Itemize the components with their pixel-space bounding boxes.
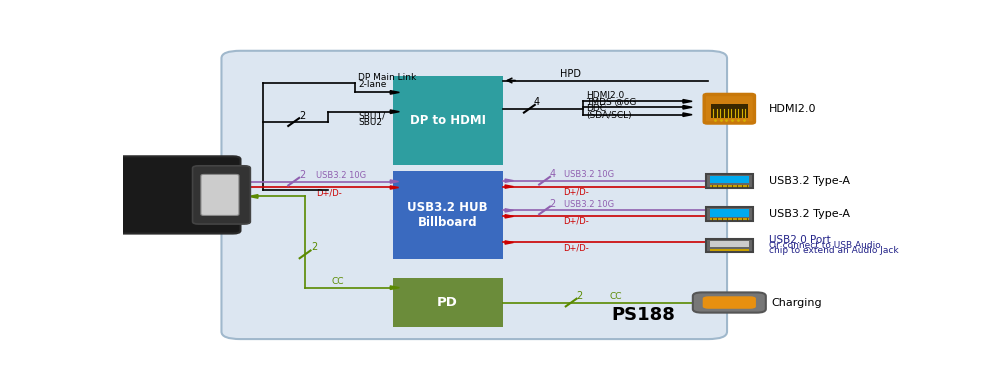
Text: 2: 2 bbox=[311, 242, 318, 252]
Text: USB3.2 10G: USB3.2 10G bbox=[317, 171, 367, 180]
Polygon shape bbox=[234, 186, 242, 189]
Polygon shape bbox=[705, 241, 714, 244]
FancyBboxPatch shape bbox=[704, 95, 754, 123]
Polygon shape bbox=[705, 179, 714, 182]
Polygon shape bbox=[235, 189, 244, 192]
Text: chip to extend an Audio Jack: chip to extend an Audio Jack bbox=[769, 246, 899, 255]
Text: DP to HDMI: DP to HDMI bbox=[410, 114, 486, 127]
Text: USB3.2 Type-A: USB3.2 Type-A bbox=[769, 176, 850, 186]
Text: 2: 2 bbox=[299, 111, 305, 121]
Polygon shape bbox=[705, 185, 714, 188]
Text: Or connect to USB Audio: Or connect to USB Audio bbox=[769, 241, 881, 250]
Text: HPD: HPD bbox=[560, 69, 581, 79]
FancyBboxPatch shape bbox=[705, 207, 752, 222]
FancyBboxPatch shape bbox=[392, 278, 503, 327]
FancyBboxPatch shape bbox=[709, 209, 749, 217]
Text: D+/D-: D+/D- bbox=[317, 188, 342, 197]
Text: 2: 2 bbox=[577, 291, 583, 301]
Text: D+/D-: D+/D- bbox=[563, 243, 590, 252]
Text: USB3.2 HUB
Billboard: USB3.2 HUB Billboard bbox=[407, 201, 488, 229]
FancyBboxPatch shape bbox=[705, 174, 752, 188]
Text: CC: CC bbox=[609, 292, 622, 301]
Polygon shape bbox=[705, 301, 715, 304]
Polygon shape bbox=[390, 110, 399, 113]
Text: SBU2: SBU2 bbox=[358, 119, 383, 127]
Polygon shape bbox=[390, 286, 399, 290]
Text: HDMI2.0: HDMI2.0 bbox=[587, 91, 625, 100]
Polygon shape bbox=[505, 215, 513, 218]
Text: 4: 4 bbox=[549, 169, 555, 179]
Text: 2: 2 bbox=[549, 199, 555, 209]
FancyBboxPatch shape bbox=[115, 156, 240, 234]
Text: SBU1/: SBU1/ bbox=[358, 112, 386, 120]
Text: USB3.2 10G: USB3.2 10G bbox=[563, 170, 614, 179]
Polygon shape bbox=[505, 179, 513, 182]
FancyBboxPatch shape bbox=[392, 171, 503, 259]
Text: PS188: PS188 bbox=[611, 306, 675, 324]
Polygon shape bbox=[505, 241, 513, 244]
Text: D+/D-: D+/D- bbox=[563, 187, 590, 196]
FancyBboxPatch shape bbox=[709, 176, 749, 183]
Text: HDMI2.0: HDMI2.0 bbox=[769, 104, 816, 114]
FancyBboxPatch shape bbox=[693, 293, 766, 313]
Polygon shape bbox=[390, 180, 398, 183]
Polygon shape bbox=[249, 195, 258, 198]
FancyBboxPatch shape bbox=[709, 185, 749, 186]
Text: PD: PD bbox=[438, 296, 458, 309]
FancyBboxPatch shape bbox=[711, 104, 748, 118]
Polygon shape bbox=[390, 91, 399, 94]
Text: 4: 4 bbox=[534, 97, 540, 107]
Polygon shape bbox=[390, 186, 398, 189]
Text: TMDS @6G: TMDS @6G bbox=[587, 97, 637, 106]
FancyBboxPatch shape bbox=[705, 239, 752, 252]
Polygon shape bbox=[234, 180, 242, 183]
FancyBboxPatch shape bbox=[201, 174, 239, 215]
FancyBboxPatch shape bbox=[702, 296, 756, 309]
FancyBboxPatch shape bbox=[222, 51, 727, 339]
Text: DDC: DDC bbox=[587, 104, 606, 113]
Text: (SDA/SCL): (SDA/SCL) bbox=[587, 111, 632, 120]
FancyBboxPatch shape bbox=[192, 166, 250, 224]
Text: D+/D-: D+/D- bbox=[563, 217, 590, 226]
FancyBboxPatch shape bbox=[709, 249, 749, 251]
Polygon shape bbox=[705, 215, 714, 218]
Text: 2-lane: 2-lane bbox=[358, 80, 387, 89]
Polygon shape bbox=[683, 100, 692, 103]
Polygon shape bbox=[683, 113, 692, 117]
Polygon shape bbox=[505, 185, 513, 188]
Polygon shape bbox=[505, 209, 513, 212]
FancyBboxPatch shape bbox=[709, 241, 749, 247]
Polygon shape bbox=[705, 209, 714, 212]
Polygon shape bbox=[683, 105, 692, 109]
Text: Charging: Charging bbox=[771, 298, 822, 308]
Text: 2: 2 bbox=[299, 170, 305, 180]
Text: USB3.2 10G: USB3.2 10G bbox=[563, 200, 614, 209]
Text: USB2.0 Port: USB2.0 Port bbox=[769, 235, 831, 245]
FancyBboxPatch shape bbox=[392, 76, 503, 165]
Text: DP Main Link: DP Main Link bbox=[358, 73, 417, 82]
Text: USB3.2 Type-A: USB3.2 Type-A bbox=[769, 209, 850, 219]
Text: CC: CC bbox=[332, 277, 344, 286]
FancyBboxPatch shape bbox=[709, 218, 749, 220]
